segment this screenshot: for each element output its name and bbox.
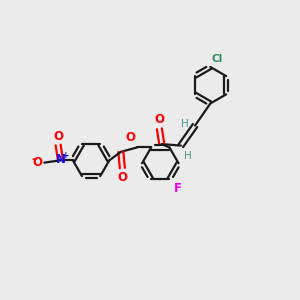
Text: Cl: Cl	[212, 54, 223, 64]
Text: O: O	[53, 130, 63, 142]
Text: F: F	[174, 182, 182, 195]
Text: O: O	[126, 131, 136, 145]
Text: O: O	[117, 171, 127, 184]
Text: O: O	[32, 156, 42, 169]
Text: -: -	[32, 153, 37, 166]
Text: N: N	[56, 153, 65, 166]
Text: +: +	[62, 151, 70, 160]
Text: O: O	[154, 113, 164, 126]
Text: H: H	[181, 119, 189, 129]
Text: H: H	[184, 151, 192, 161]
